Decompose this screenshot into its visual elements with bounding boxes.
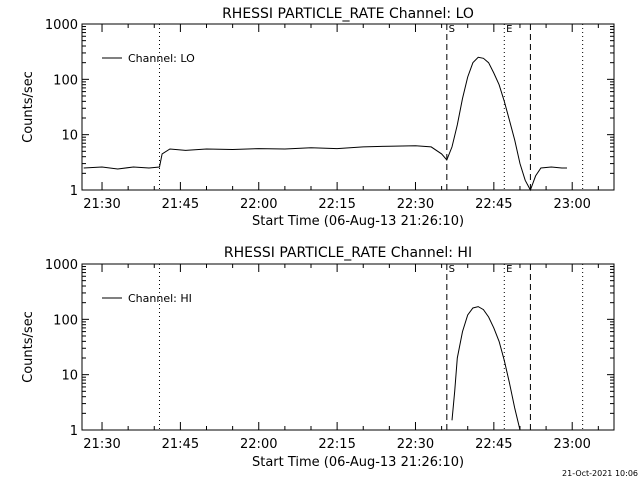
panel-2-legend-label: Channel: HI	[128, 292, 192, 305]
panel-2-x-tick-label: 22:15	[318, 437, 355, 452]
panel-1-y-tick-label: 1	[70, 184, 78, 199]
panel-2-y-tick-label: 1	[70, 424, 78, 439]
panel-2-x-tick-label: 21:45	[162, 437, 199, 452]
panel-1-x-tick-label: 23:00	[553, 197, 590, 212]
panel-1-legend-label: Channel: LO	[128, 52, 195, 65]
panel-1-x-tick-label: 22:15	[318, 197, 355, 212]
panel-1-x-tick-label: 22:30	[397, 197, 434, 212]
panel-1-x-tick-label: 22:45	[475, 197, 512, 212]
timestamp-label: 21-Oct-2021 10:06	[562, 469, 638, 478]
panel-2-y-axis-label: Counts/sec	[21, 311, 36, 383]
panel-2-y-tick-label: 1000	[45, 258, 78, 273]
panel-2-y-tick-label: 100	[53, 313, 78, 328]
panel-2-chart-title: RHESSI PARTICLE_RATE Channel: HI	[224, 245, 472, 261]
panel-1-y-tick-label: 1000	[45, 18, 78, 33]
panel-1-y-tick-label: 10	[61, 129, 78, 144]
panel-1-x-tick-label: 21:45	[162, 197, 199, 212]
panel-1-y-axis-label: Counts/sec	[21, 71, 36, 143]
panel-1-x-tick-label: 21:30	[83, 197, 120, 212]
panel-2-x-tick-label: 22:45	[475, 437, 512, 452]
panel-2-x-tick-label: 23:00	[553, 437, 590, 452]
panel-1-x-tick-label: 22:00	[240, 197, 277, 212]
panel-2-plot-frame	[81, 263, 615, 431]
panel-1-marker-label: S	[449, 24, 455, 35]
panel-1-plot-frame	[81, 23, 615, 191]
panel-1-marker-label: E	[506, 24, 512, 35]
panel-2-x-tick-label: 22:00	[240, 437, 277, 452]
panel-1-chart-title: RHESSI PARTICLE_RATE Channel: LO	[222, 6, 474, 22]
panel-1-x-axis-label: Start Time (06-Aug-13 21:26:10)	[252, 214, 464, 229]
panel-2-x-tick-label: 21:30	[83, 437, 120, 452]
panel-2-x-tick-label: 22:30	[397, 437, 434, 452]
panel-2-y-tick-label: 10	[61, 369, 78, 384]
panel-2-series-line	[451, 306, 521, 431]
panel-2-x-axis-label: Start Time (06-Aug-13 21:26:10)	[252, 455, 464, 470]
panel-1-y-tick-label: 100	[53, 73, 78, 88]
panel-2-marker-label: S	[449, 264, 455, 275]
panel-1-series-line	[83, 56, 567, 192]
panel-2-marker-label: E	[506, 264, 512, 275]
